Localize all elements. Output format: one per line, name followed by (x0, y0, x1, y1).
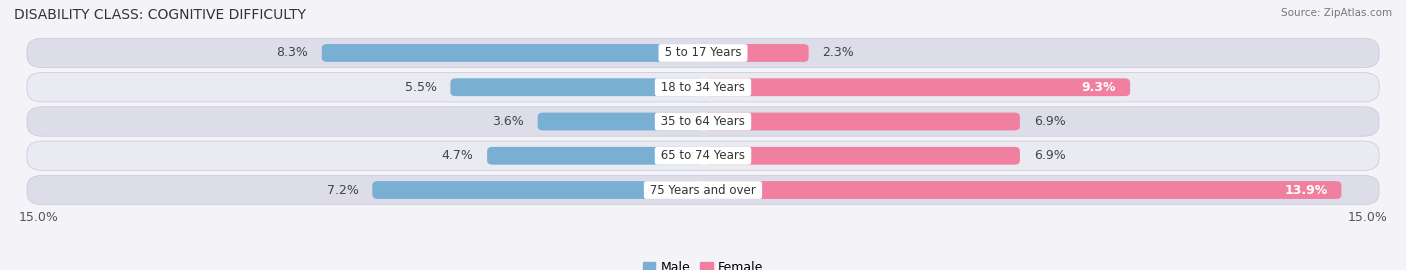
FancyBboxPatch shape (27, 38, 1379, 68)
Text: 7.2%: 7.2% (326, 184, 359, 197)
Text: 65 to 74 Years: 65 to 74 Years (657, 149, 749, 162)
Text: 15.0%: 15.0% (1347, 211, 1388, 224)
Text: 3.6%: 3.6% (492, 115, 524, 128)
FancyBboxPatch shape (703, 78, 1130, 96)
Text: DISABILITY CLASS: COGNITIVE DIFFICULTY: DISABILITY CLASS: COGNITIVE DIFFICULTY (14, 8, 307, 22)
FancyBboxPatch shape (537, 113, 703, 130)
FancyBboxPatch shape (27, 141, 1379, 171)
FancyBboxPatch shape (322, 44, 703, 62)
Text: 15.0%: 15.0% (18, 211, 59, 224)
FancyBboxPatch shape (27, 72, 1379, 102)
FancyBboxPatch shape (27, 175, 1379, 205)
Legend: Male, Female: Male, Female (638, 256, 768, 270)
Text: 18 to 34 Years: 18 to 34 Years (657, 81, 749, 94)
FancyBboxPatch shape (450, 78, 703, 96)
Text: 2.3%: 2.3% (823, 46, 855, 59)
FancyBboxPatch shape (27, 107, 1379, 136)
Text: 75 Years and over: 75 Years and over (647, 184, 759, 197)
Text: Source: ZipAtlas.com: Source: ZipAtlas.com (1281, 8, 1392, 18)
FancyBboxPatch shape (703, 113, 1019, 130)
Text: 6.9%: 6.9% (1033, 149, 1066, 162)
FancyBboxPatch shape (703, 44, 808, 62)
FancyBboxPatch shape (373, 181, 703, 199)
FancyBboxPatch shape (486, 147, 703, 165)
Text: 8.3%: 8.3% (276, 46, 308, 59)
Text: 13.9%: 13.9% (1285, 184, 1327, 197)
Text: 35 to 64 Years: 35 to 64 Years (657, 115, 749, 128)
Text: 4.7%: 4.7% (441, 149, 474, 162)
FancyBboxPatch shape (703, 181, 1341, 199)
Text: 6.9%: 6.9% (1033, 115, 1066, 128)
Text: 5 to 17 Years: 5 to 17 Years (661, 46, 745, 59)
Text: 5.5%: 5.5% (405, 81, 437, 94)
FancyBboxPatch shape (703, 147, 1019, 165)
Text: 9.3%: 9.3% (1081, 81, 1116, 94)
